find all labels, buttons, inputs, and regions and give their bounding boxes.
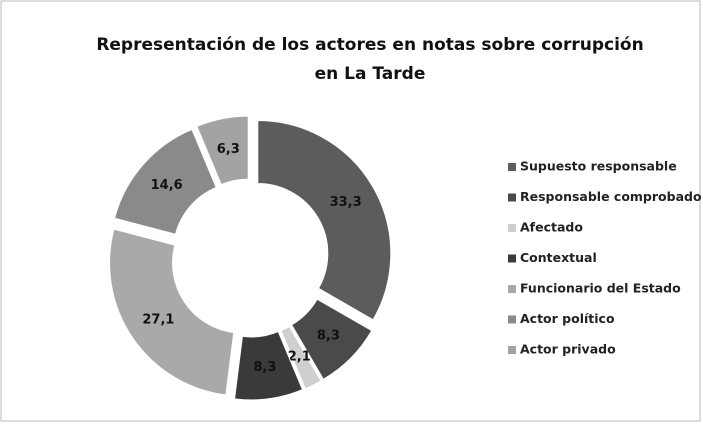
data-label: 2,1 [288, 349, 311, 364]
doughnut-segment [196, 115, 249, 186]
chart-title: en La Tarde [315, 64, 426, 84]
legend-label: Supuesto responsable [520, 159, 677, 174]
legend-swatch [508, 285, 516, 293]
legend-swatch [508, 163, 516, 171]
chart-title: Representación de los actores en notas s… [96, 35, 643, 55]
doughnut-segment [290, 298, 373, 380]
legend-swatch [508, 346, 516, 354]
legend-label: Afectado [520, 220, 583, 235]
doughnut-segment [257, 119, 392, 321]
legend-label: Actor político [520, 311, 615, 326]
legend-label: Funcionario del Estado [520, 281, 681, 296]
data-label: 6,3 [217, 142, 240, 157]
legend-swatch [508, 315, 516, 324]
legend-swatch [508, 193, 516, 202]
data-label: 8,3 [317, 328, 340, 343]
data-label: 33,3 [330, 195, 362, 210]
legend-label: Responsable comprobado [520, 189, 702, 204]
doughnut-segment [233, 330, 304, 401]
doughnut-segment [113, 128, 217, 235]
legend-label: Actor privado [520, 342, 616, 357]
legend-swatch [508, 224, 516, 232]
doughnut-segment [109, 228, 235, 396]
doughnut-segment [280, 325, 322, 390]
data-label: 27,1 [142, 312, 174, 327]
data-label: 14,6 [151, 178, 183, 193]
legend-swatch [508, 254, 516, 263]
data-label: 8,3 [253, 360, 276, 375]
legend-label: Contextual [520, 250, 597, 265]
